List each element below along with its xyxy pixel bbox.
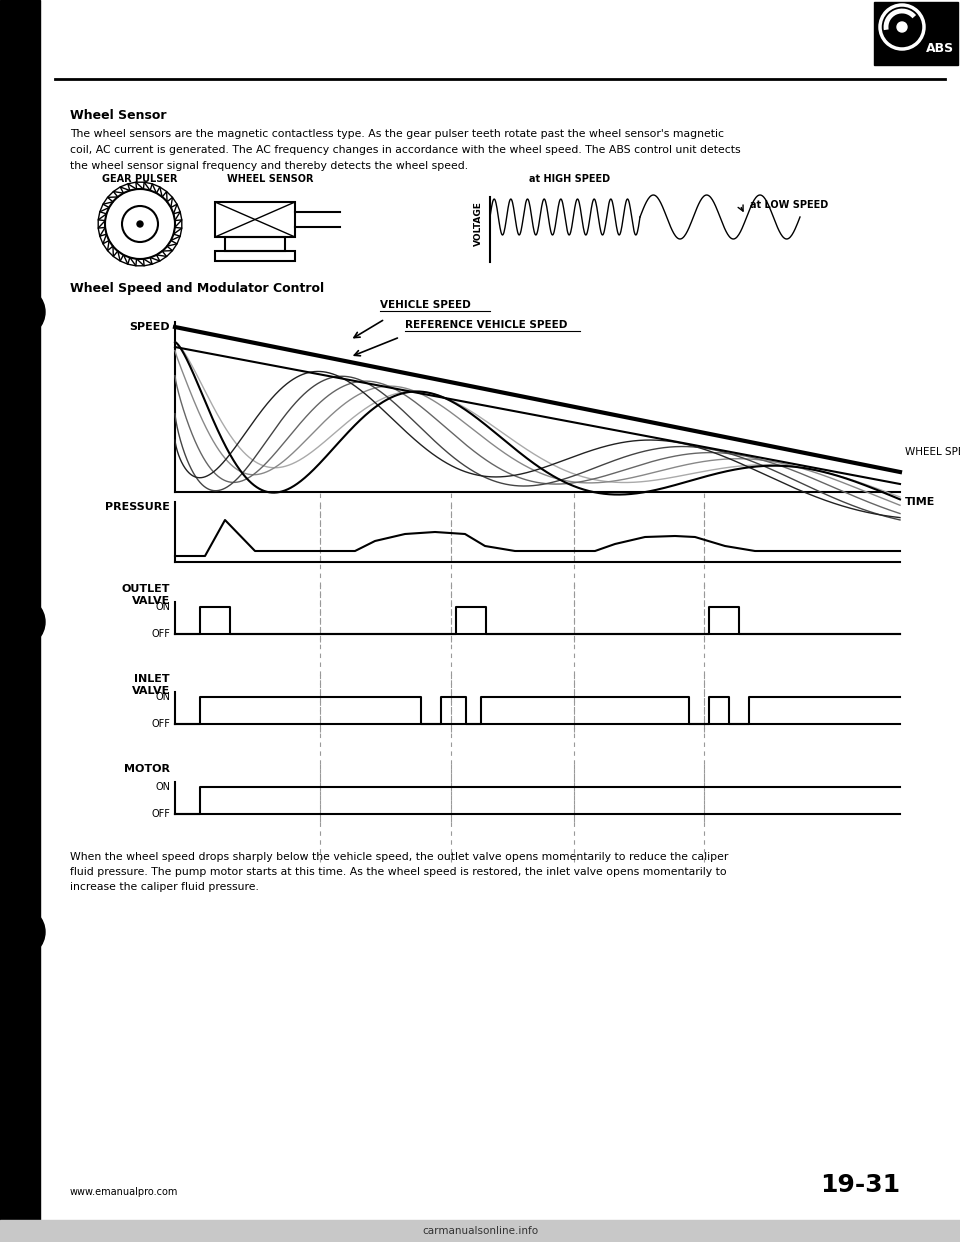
- Text: carmanualsonline.info: carmanualsonline.info: [422, 1226, 538, 1236]
- Text: OFF: OFF: [151, 628, 170, 638]
- Text: INLET: INLET: [134, 674, 170, 684]
- Text: WHEEL SENSOR: WHEEL SENSOR: [227, 174, 313, 184]
- Text: www.emanualpro.com: www.emanualpro.com: [70, 1187, 179, 1197]
- Text: OUTLET: OUTLET: [122, 584, 170, 594]
- Text: ON: ON: [155, 692, 170, 702]
- Text: at HIGH SPEED: at HIGH SPEED: [529, 174, 611, 184]
- Bar: [874, 2, 958, 65]
- Text: When the wheel speed drops sharply below the vehicle speed, the outlet valve ope: When the wheel speed drops sharply below…: [70, 852, 729, 862]
- Text: GEAR PULSER: GEAR PULSER: [103, 174, 178, 184]
- Text: increase the caliper fluid pressure.: increase the caliper fluid pressure.: [70, 882, 259, 892]
- Text: ABS: ABS: [925, 42, 954, 55]
- Text: WHEEL SPEED: WHEEL SPEED: [905, 447, 960, 457]
- Text: the wheel sensor signal frequency and thereby detects the wheel speed.: the wheel sensor signal frequency and th…: [70, 161, 468, 171]
- Text: Wheel Speed and Modulator Control: Wheel Speed and Modulator Control: [70, 282, 324, 296]
- Text: VEHICLE SPEED: VEHICLE SPEED: [380, 301, 470, 310]
- Text: at LOW SPEED: at LOW SPEED: [750, 200, 828, 210]
- Text: ON: ON: [155, 782, 170, 792]
- Text: SPEED: SPEED: [130, 322, 170, 332]
- Text: MOTOR: MOTOR: [124, 764, 170, 774]
- Text: TIME: TIME: [905, 497, 935, 507]
- Text: VALVE: VALVE: [132, 596, 170, 606]
- Text: PRESSURE: PRESSURE: [106, 502, 170, 512]
- Circle shape: [0, 597, 45, 647]
- Circle shape: [892, 17, 912, 37]
- Text: VALVE: VALVE: [132, 686, 170, 696]
- Text: Wheel Sensor: Wheel Sensor: [70, 109, 166, 122]
- Bar: [215, 202, 295, 237]
- Bar: [225, 237, 285, 251]
- Text: OFF: OFF: [151, 809, 170, 818]
- Circle shape: [137, 221, 143, 227]
- Text: coil, AC current is generated. The AC frequency changes in accordance with the w: coil, AC current is generated. The AC fr…: [70, 145, 740, 155]
- Text: VOLTAGE: VOLTAGE: [473, 201, 483, 246]
- Text: ON: ON: [155, 602, 170, 612]
- Text: REFERENCE VEHICLE SPEED: REFERENCE VEHICLE SPEED: [405, 320, 567, 330]
- Text: fluid pressure. The pump motor starts at this time. As the wheel speed is restor: fluid pressure. The pump motor starts at…: [70, 867, 727, 877]
- Bar: [0, 0, 40, 1242]
- Circle shape: [0, 907, 45, 958]
- Text: 19-31: 19-31: [820, 1172, 900, 1197]
- Bar: [215, 251, 295, 261]
- Text: OFF: OFF: [151, 719, 170, 729]
- Text: The wheel sensors are the magnetic contactless type. As the gear pulser teeth ro: The wheel sensors are the magnetic conta…: [70, 129, 724, 139]
- Circle shape: [0, 287, 45, 337]
- Bar: [0, 1220, 960, 1242]
- Circle shape: [897, 22, 907, 32]
